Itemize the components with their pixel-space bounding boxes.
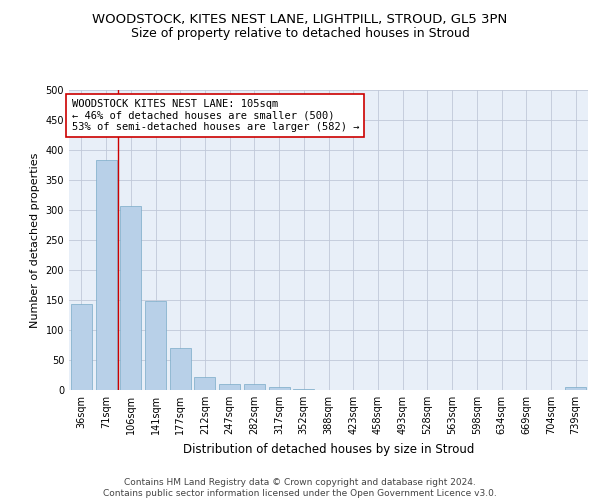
Bar: [120, 206, 141, 390]
Bar: [269, 387, 290, 390]
Bar: [71, 304, 92, 390]
Y-axis label: Number of detached properties: Number of detached properties: [30, 152, 40, 328]
Bar: [145, 301, 166, 390]
Text: WOODSTOCK KITES NEST LANE: 105sqm
← 46% of detached houses are smaller (500)
53%: WOODSTOCK KITES NEST LANE: 105sqm ← 46% …: [71, 99, 359, 132]
Bar: [219, 384, 240, 390]
Text: Contains HM Land Registry data © Crown copyright and database right 2024.
Contai: Contains HM Land Registry data © Crown c…: [103, 478, 497, 498]
Text: Size of property relative to detached houses in Stroud: Size of property relative to detached ho…: [131, 28, 469, 40]
Bar: [565, 387, 586, 390]
Bar: [293, 389, 314, 390]
Bar: [95, 160, 116, 390]
X-axis label: Distribution of detached houses by size in Stroud: Distribution of detached houses by size …: [183, 442, 474, 456]
Bar: [170, 348, 191, 390]
Bar: [194, 377, 215, 390]
Bar: [244, 384, 265, 390]
Text: WOODSTOCK, KITES NEST LANE, LIGHTPILL, STROUD, GL5 3PN: WOODSTOCK, KITES NEST LANE, LIGHTPILL, S…: [92, 12, 508, 26]
